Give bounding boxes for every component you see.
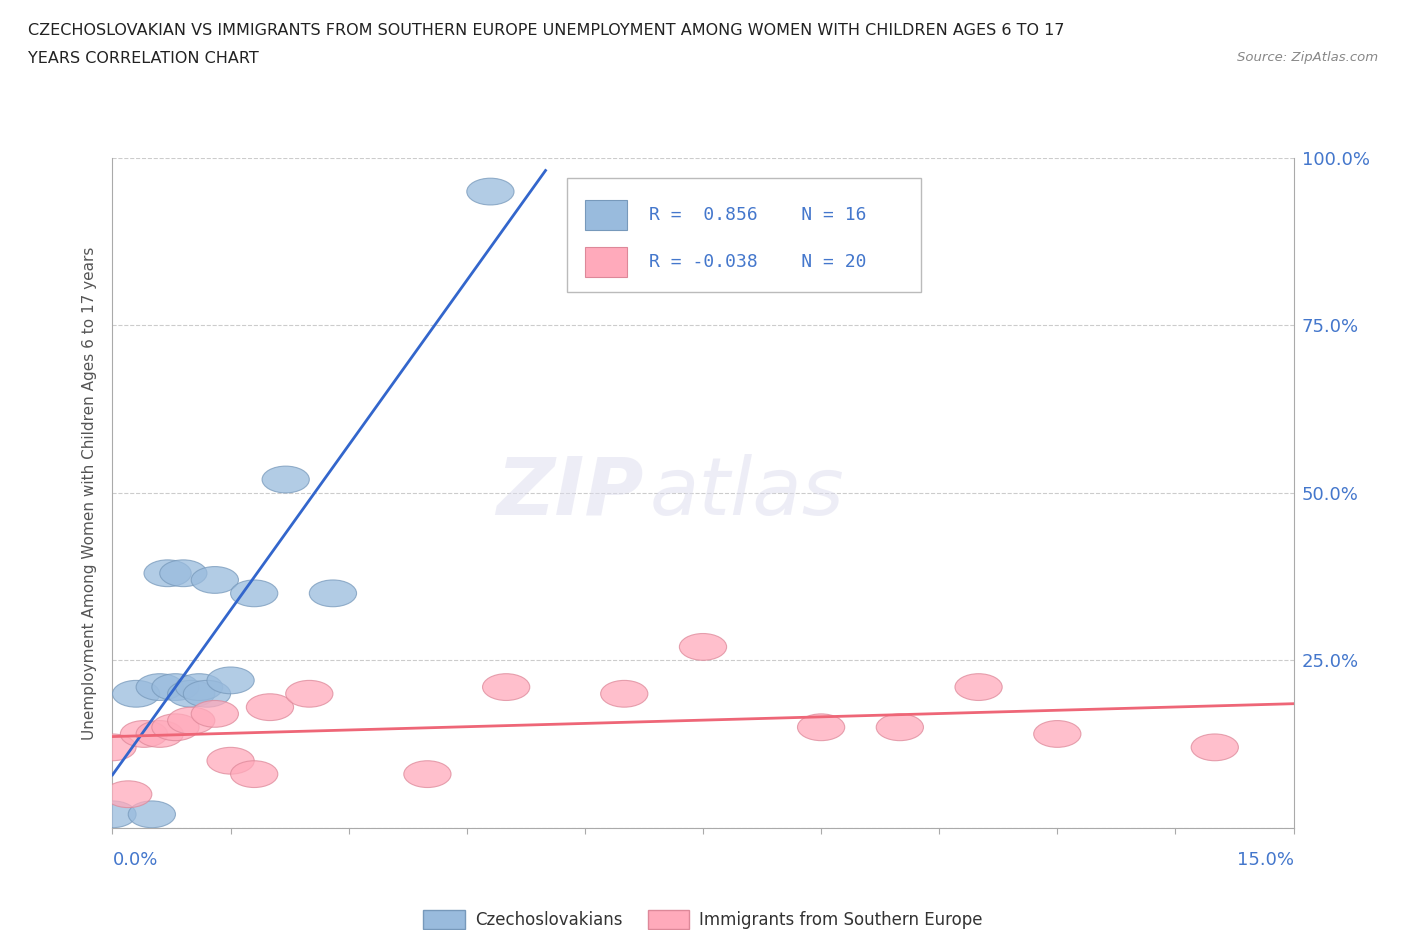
FancyBboxPatch shape	[585, 200, 627, 230]
Ellipse shape	[285, 681, 333, 707]
Ellipse shape	[231, 580, 278, 606]
Text: ZIP: ZIP	[496, 454, 644, 532]
Ellipse shape	[89, 734, 136, 761]
Ellipse shape	[89, 801, 136, 828]
Ellipse shape	[246, 694, 294, 721]
Ellipse shape	[191, 700, 239, 727]
Ellipse shape	[262, 466, 309, 493]
Text: R =  0.856    N = 16: R = 0.856 N = 16	[648, 206, 866, 224]
Ellipse shape	[797, 714, 845, 740]
Ellipse shape	[183, 681, 231, 707]
Ellipse shape	[600, 681, 648, 707]
Ellipse shape	[136, 721, 183, 748]
Text: 0.0%: 0.0%	[112, 851, 157, 869]
Ellipse shape	[176, 673, 222, 700]
Ellipse shape	[136, 673, 183, 700]
Ellipse shape	[955, 673, 1002, 700]
Legend: Czechoslovakians, Immigrants from Southern Europe: Czechoslovakians, Immigrants from Southe…	[416, 903, 990, 930]
Ellipse shape	[482, 673, 530, 700]
Ellipse shape	[1033, 721, 1081, 748]
Ellipse shape	[112, 681, 160, 707]
Ellipse shape	[152, 714, 200, 740]
Ellipse shape	[160, 560, 207, 587]
Ellipse shape	[309, 580, 357, 606]
Ellipse shape	[1191, 734, 1239, 761]
Ellipse shape	[207, 748, 254, 774]
Ellipse shape	[876, 714, 924, 740]
Ellipse shape	[152, 673, 200, 700]
Ellipse shape	[207, 667, 254, 694]
Text: Source: ZipAtlas.com: Source: ZipAtlas.com	[1237, 51, 1378, 64]
Text: YEARS CORRELATION CHART: YEARS CORRELATION CHART	[28, 51, 259, 66]
Ellipse shape	[404, 761, 451, 788]
FancyBboxPatch shape	[585, 246, 627, 277]
Ellipse shape	[143, 560, 191, 587]
Text: R = -0.038    N = 20: R = -0.038 N = 20	[648, 253, 866, 271]
Text: CZECHOSLOVAKIAN VS IMMIGRANTS FROM SOUTHERN EUROPE UNEMPLOYMENT AMONG WOMEN WITH: CZECHOSLOVAKIAN VS IMMIGRANTS FROM SOUTH…	[28, 23, 1064, 38]
Ellipse shape	[231, 761, 278, 788]
Text: atlas: atlas	[650, 454, 845, 532]
Ellipse shape	[467, 179, 515, 205]
Ellipse shape	[104, 781, 152, 807]
FancyBboxPatch shape	[567, 179, 921, 292]
Ellipse shape	[167, 707, 215, 734]
Y-axis label: Unemployment Among Women with Children Ages 6 to 17 years: Unemployment Among Women with Children A…	[82, 246, 97, 739]
Ellipse shape	[121, 721, 167, 748]
Ellipse shape	[167, 681, 215, 707]
Text: 15.0%: 15.0%	[1236, 851, 1294, 869]
Ellipse shape	[679, 633, 727, 660]
Ellipse shape	[191, 566, 239, 593]
Ellipse shape	[128, 801, 176, 828]
